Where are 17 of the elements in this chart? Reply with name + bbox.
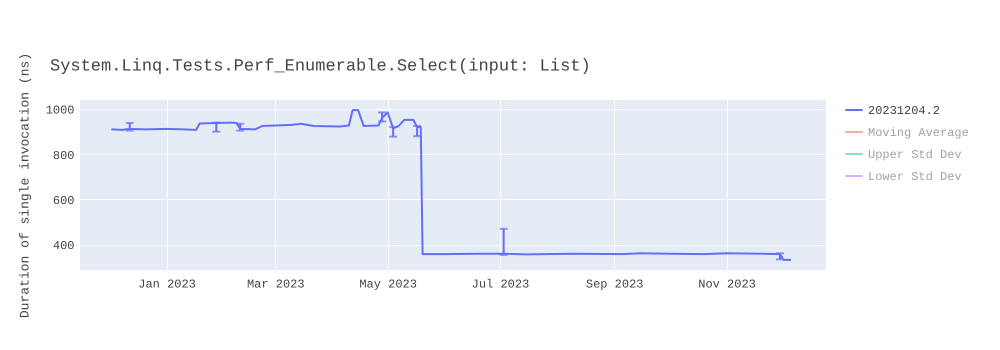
legend-label: Lower Std Dev	[868, 170, 962, 184]
legend-label: 20231204.2	[868, 104, 940, 118]
x-tick-label: Mar 2023	[246, 278, 305, 292]
line-series	[110, 109, 792, 261]
y-tick-label: 800	[52, 148, 74, 163]
y-tick-label: 600	[52, 194, 74, 208]
y-tick-label: 400	[52, 239, 74, 254]
y-tick-label: 1000	[46, 104, 74, 118]
x-tick-label: Jul 2023	[472, 278, 530, 292]
x-tick-label: Nov 2023	[698, 278, 756, 292]
x-tick-label: Sep 2023	[586, 278, 644, 292]
chart-title: System.Linq.Tests.Perf_Enumerable.Select(input: List)	[50, 57, 591, 76]
y-axis-title: Duration of single invocation (ns)	[18, 52, 33, 318]
x-tick-label: May 2023	[359, 278, 417, 292]
legend-label: Moving Average	[868, 126, 969, 140]
x-tick-label: Jan 2023	[138, 278, 196, 292]
legend-label: Upper Std Dev	[868, 148, 962, 162]
